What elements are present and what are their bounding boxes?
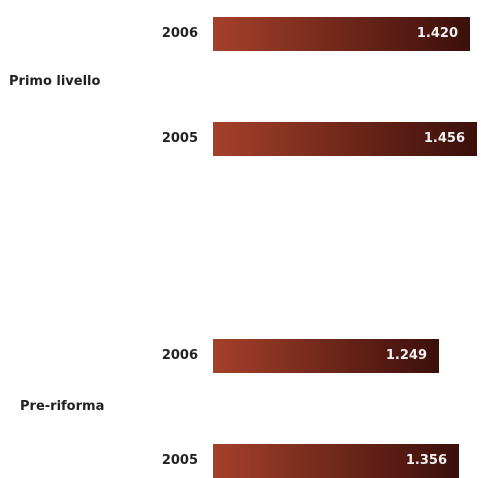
bar — [213, 17, 470, 51]
value-label: 1.420 — [416, 26, 458, 41]
bar — [213, 444, 459, 478]
value-label: 1.249 — [385, 348, 427, 363]
bar — [213, 122, 477, 156]
group-label: Pre-riforma — [20, 399, 105, 414]
value-label: 1.356 — [405, 453, 447, 468]
year-label: 2005 — [161, 453, 198, 468]
group-label: Primo livello — [9, 74, 101, 89]
value-label: 1.456 — [423, 131, 465, 146]
year-label: 2005 — [161, 131, 198, 146]
bar — [213, 339, 439, 373]
year-label: 2006 — [161, 348, 198, 363]
year-label: 2006 — [161, 26, 198, 41]
